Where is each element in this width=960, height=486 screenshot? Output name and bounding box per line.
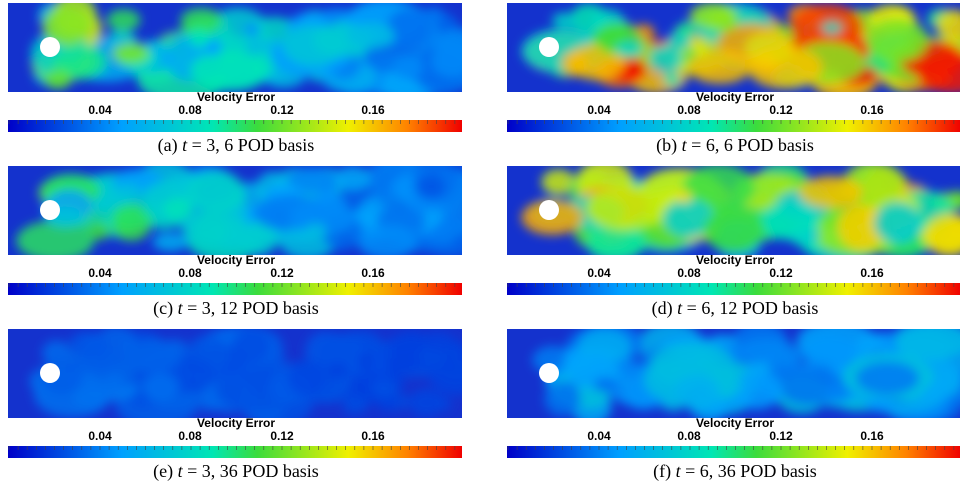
colorbar-tick-label: 0.12	[270, 429, 294, 443]
caption: (c) t = 3, 12 POD basis	[153, 298, 319, 319]
colorbar-title: Velocity Error	[696, 253, 774, 267]
colorbar-title: Velocity Error	[696, 90, 774, 104]
panel: Velocity Error 0.04 0.08 0.12 0.16 (a) t = 3,…	[8, 3, 462, 156]
colorbar	[8, 446, 462, 458]
colorbar-tick-label: 0.08	[178, 266, 202, 280]
panel: Velocity Error 0.04 0.08 0.12 0.16 (c) t = 3,…	[8, 166, 462, 319]
caption-label: (b)	[656, 135, 677, 156]
colorbar-tick-label: 0.04	[88, 266, 112, 280]
caption: (d) t = 6, 12 POD basis	[652, 298, 819, 319]
colorbar-tick-label: 0.08	[178, 429, 202, 443]
caption: (a) t = 3, 6 POD basis	[158, 135, 315, 156]
colorbar	[507, 283, 960, 295]
cylinder	[539, 37, 559, 57]
cylinder	[40, 200, 60, 220]
caption-variable: t	[676, 461, 682, 481]
colorbar-tick-label: 0.04	[88, 103, 112, 117]
error-field	[30, 3, 462, 92]
error-field	[16, 166, 462, 255]
caption-text: = 6, 36 POD basis	[685, 461, 817, 481]
error-field	[29, 329, 462, 418]
caption-text: = 6, 12 POD basis	[687, 298, 819, 318]
colorbar	[507, 120, 960, 132]
caption-label: (e)	[153, 461, 173, 482]
caption-variable: t	[182, 135, 188, 155]
colorbar-tick-label: 0.12	[270, 266, 294, 280]
caption-text: = 3, 36 POD basis	[187, 461, 319, 481]
panel: Velocity Error 0.04 0.08 0.12 0.16 (b) t = 6,…	[507, 3, 960, 156]
caption-label: (c)	[153, 298, 173, 319]
colorbar-tick-label: 0.12	[769, 103, 793, 117]
colorbar-title: Velocity Error	[197, 416, 275, 430]
colorbar-tick-label: 0.16	[860, 103, 884, 117]
caption: (b) t = 6, 6 POD basis	[656, 135, 814, 156]
caption: (f) t = 6, 36 POD basis	[653, 461, 817, 482]
colorbar-tick-label: 0.16	[860, 429, 884, 443]
error-field	[532, 329, 960, 418]
colorbar	[8, 283, 462, 295]
colorbar-tick-label: 0.08	[677, 429, 701, 443]
colorbar-tick-label: 0.16	[860, 266, 884, 280]
colorbar-tick-label: 0.16	[361, 266, 385, 280]
caption-text: = 6, 6 POD basis	[691, 135, 814, 155]
error-field	[521, 166, 960, 255]
colorbar-tick-label: 0.12	[769, 429, 793, 443]
colorbar-tick-label: 0.16	[361, 103, 385, 117]
cylinder	[40, 37, 60, 57]
caption-variable: t	[677, 298, 683, 318]
colorbar-tick-label: 0.12	[270, 103, 294, 117]
panel: Velocity Error 0.04 0.08 0.12 0.16 (e) t = 3,…	[8, 329, 462, 482]
colorbar-tick-label: 0.04	[587, 429, 611, 443]
colorbar-tick-label: 0.04	[587, 266, 611, 280]
panel: Velocity Error 0.04 0.08 0.12 0.16 (f) t = 6,…	[507, 329, 960, 482]
caption-variable: t	[178, 298, 184, 318]
caption-variable: t	[682, 135, 688, 155]
colorbar-tick-label: 0.08	[178, 103, 202, 117]
caption-text: = 3, 12 POD basis	[187, 298, 319, 318]
caption-variable: t	[178, 461, 184, 481]
caption-label: (a)	[158, 135, 178, 156]
cylinder	[40, 363, 60, 383]
colorbar-title: Velocity Error	[197, 253, 275, 267]
colorbar	[507, 446, 960, 458]
caption-label: (d)	[652, 298, 673, 319]
colorbar-tick-label: 0.08	[677, 103, 701, 117]
colorbar-tick-label: 0.04	[587, 103, 611, 117]
colorbar-tick-label: 0.04	[88, 429, 112, 443]
caption-text: = 3, 6 POD basis	[192, 135, 315, 155]
caption: (e) t = 3, 36 POD basis	[153, 461, 319, 482]
colorbar-tick-label: 0.16	[361, 429, 385, 443]
panel: Velocity Error 0.04 0.08 0.12 0.16 (d) t = 6,…	[507, 166, 960, 319]
colorbar-title: Velocity Error	[197, 90, 275, 104]
colorbar-tick-label: 0.12	[769, 266, 793, 280]
colorbar-title: Velocity Error	[696, 416, 774, 430]
cylinder	[539, 363, 559, 383]
caption-label: (f)	[653, 461, 671, 482]
error-field	[521, 3, 960, 92]
colorbar-tick-label: 0.08	[677, 266, 701, 280]
colorbar	[8, 120, 462, 132]
cylinder	[539, 200, 559, 220]
